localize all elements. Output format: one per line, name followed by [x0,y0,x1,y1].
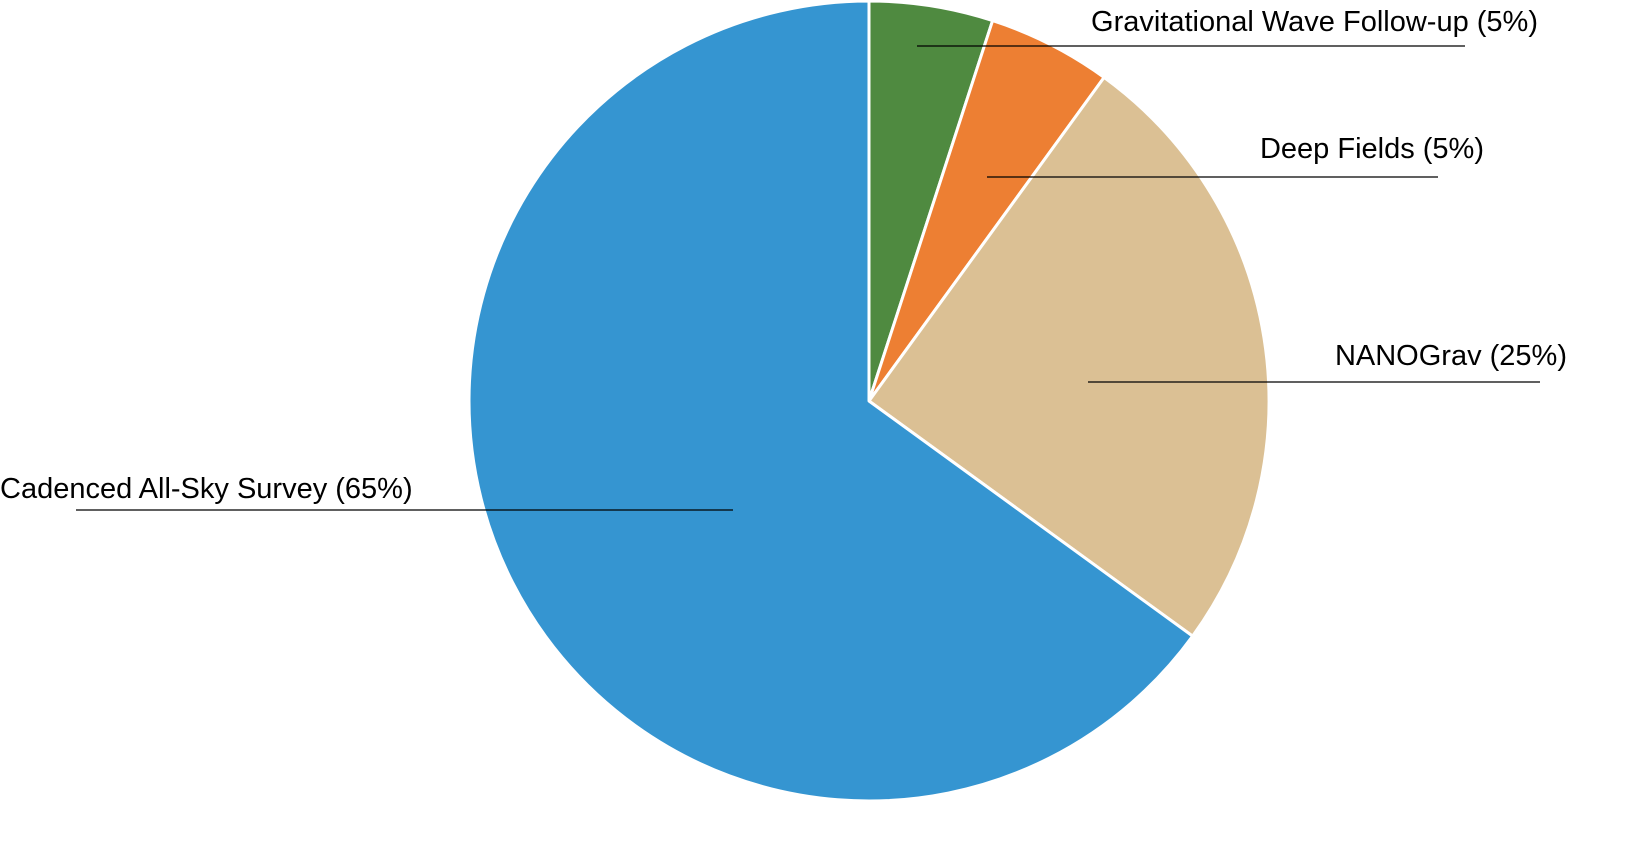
pie-slice-label-2: NANOGrav (25%) [1335,340,1567,372]
pie-slices [467,0,1271,803]
pie-slice-2 [867,75,1271,638]
pie-slice-label-0: Gravitational Wave Follow-up (5%) [1091,6,1538,38]
pie-slice-label-3: Cadenced All-Sky Survey (65%) [0,473,413,505]
pie-slice-3 [467,0,1195,803]
pie-slice-label-1: Deep Fields (5%) [1260,133,1484,165]
pie-labels: Gravitational Wave Follow-up (5%) Deep Fi… [0,6,1567,511]
